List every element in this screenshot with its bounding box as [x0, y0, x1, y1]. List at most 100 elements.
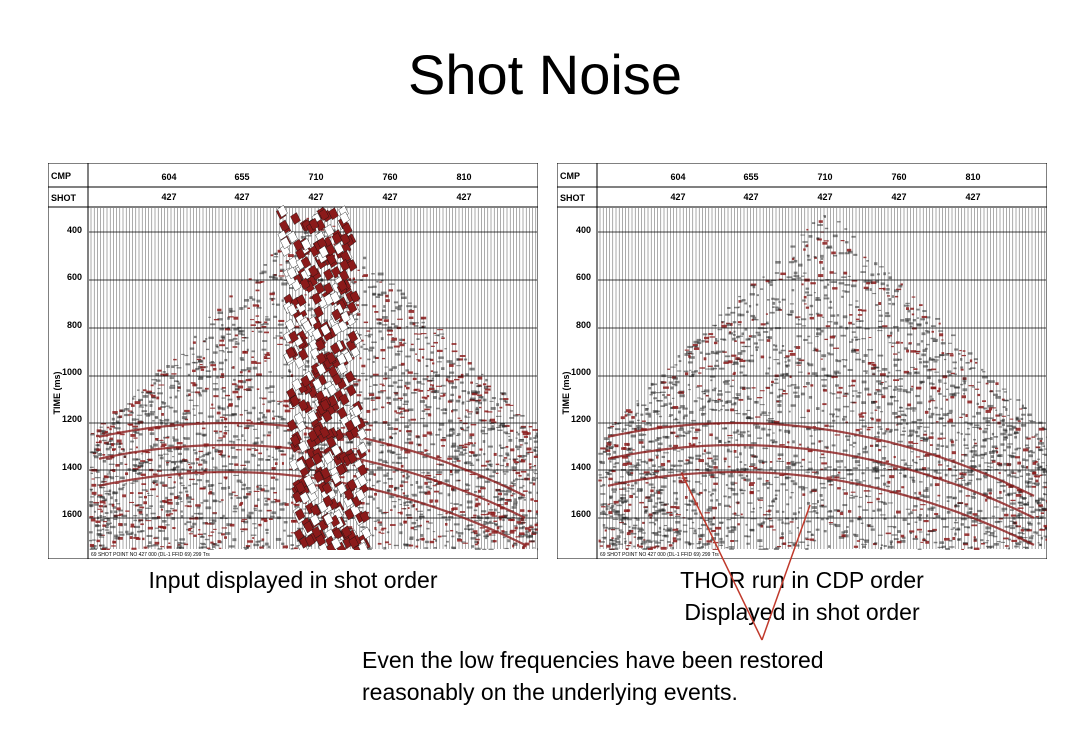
trace-sample — [965, 495, 971, 497]
trace-sample — [762, 461, 765, 464]
trace-sample — [272, 259, 277, 262]
trace-sample — [968, 473, 974, 476]
trace-sample — [481, 433, 488, 435]
trace-sample — [503, 493, 509, 496]
trace-sample — [949, 438, 953, 442]
trace-sample — [422, 434, 427, 437]
trace-sample — [209, 361, 215, 364]
trace-sample — [119, 513, 124, 516]
trace-sample — [806, 228, 809, 231]
trace-sample — [526, 432, 531, 435]
trace-sample — [437, 535, 442, 538]
trace-sample — [727, 434, 733, 437]
trace-sample — [692, 436, 698, 440]
trace-sample — [815, 336, 819, 338]
trace-sample — [833, 272, 837, 274]
trace-sample — [788, 350, 794, 352]
trace-sample — [162, 519, 167, 523]
trace-sample — [621, 513, 626, 516]
trace-sample — [666, 460, 671, 463]
trace-sample — [810, 442, 816, 445]
trace-sample — [425, 406, 432, 409]
trace-sample — [465, 493, 471, 496]
trace-sample — [228, 492, 234, 496]
trace-sample — [877, 501, 883, 503]
shot-value: 427 — [743, 192, 758, 202]
trace-sample — [896, 416, 902, 418]
trace-sample — [167, 451, 173, 453]
trace-sample — [363, 348, 369, 350]
trace-sample — [468, 528, 474, 531]
trace-sample — [393, 486, 397, 490]
trace-sample — [333, 243, 336, 246]
trace-sample — [638, 433, 644, 437]
trace-sample — [460, 541, 466, 543]
trace-sample — [1011, 539, 1018, 542]
noise-burst — [304, 456, 316, 470]
trace-sample — [672, 528, 679, 531]
noise-burst — [277, 204, 288, 218]
trace-sample — [132, 480, 139, 483]
trace-sample — [270, 254, 274, 257]
trace-sample — [153, 537, 158, 539]
trace-sample — [729, 506, 732, 508]
trace-sample — [654, 439, 658, 442]
trace-sample — [381, 406, 385, 409]
trace-sample — [271, 456, 274, 459]
trace-sample — [107, 432, 112, 434]
trace-sample — [108, 503, 115, 506]
trace-sample — [972, 513, 978, 516]
trace-sample — [187, 505, 192, 508]
trace-sample — [108, 531, 112, 535]
trace-sample — [497, 511, 501, 514]
trace-sample — [607, 528, 611, 530]
trace-sample — [396, 289, 403, 292]
trace-sample — [266, 409, 271, 413]
trace-sample — [155, 373, 160, 377]
trace-sample — [177, 495, 181, 498]
seismic-section-input-svg: CMP SHOT 604 655 710 760 810 427 427 427… — [48, 163, 538, 559]
trace-sample — [181, 425, 184, 428]
trace-sample — [938, 381, 942, 383]
trace-sample — [133, 465, 140, 468]
trace-sample — [452, 408, 458, 412]
trace-sample — [393, 427, 399, 431]
trace-sample — [408, 424, 412, 426]
trace-sample — [428, 522, 433, 524]
trace-sample — [872, 509, 876, 513]
trace-sample — [502, 425, 507, 428]
trace-sample — [624, 414, 628, 417]
trace-sample — [265, 528, 269, 531]
trace-sample — [691, 374, 694, 376]
trace-sample — [482, 440, 486, 443]
trace-sample — [256, 485, 259, 488]
trace-sample — [1035, 499, 1040, 502]
time-tick: 1400 — [62, 462, 82, 472]
trace-sample — [393, 301, 399, 304]
trace-sample — [900, 459, 906, 461]
trace-sample — [378, 438, 381, 442]
trace-sample — [862, 265, 868, 267]
trace-sample — [769, 311, 775, 314]
trace-sample — [654, 410, 661, 413]
trace-sample — [924, 430, 927, 433]
trace-sample — [635, 412, 639, 414]
trace-sample — [470, 531, 476, 534]
trace-sample — [413, 325, 419, 327]
trace-sample — [861, 359, 865, 363]
trace-sample — [867, 426, 874, 429]
trace-sample — [383, 305, 386, 308]
trace-sample — [737, 523, 740, 526]
trace-sample — [147, 428, 154, 431]
trace-sample — [457, 538, 463, 542]
trace-sample — [395, 461, 399, 464]
trace-sample — [641, 404, 647, 407]
noise-burst — [344, 370, 356, 384]
trace-sample — [825, 325, 831, 328]
trace-sample — [475, 390, 481, 394]
trace-sample — [975, 361, 978, 364]
trace-sample — [828, 509, 833, 512]
trace-sample — [504, 547, 509, 550]
trace-sample — [469, 433, 475, 437]
trace-sample — [874, 477, 880, 480]
